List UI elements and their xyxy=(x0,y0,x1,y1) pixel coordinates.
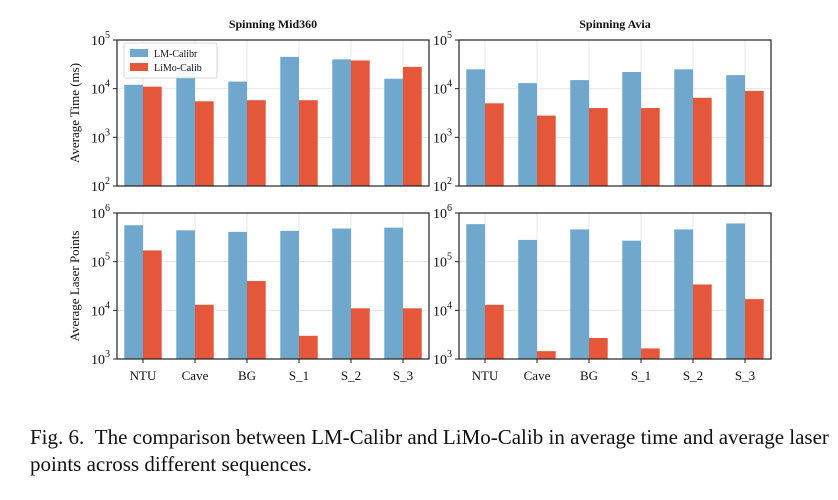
bar-limo-calib-s_2 xyxy=(693,97,712,186)
x-tick-label: BG xyxy=(238,368,256,383)
bar-lm-calibr-bg xyxy=(228,81,247,186)
bar-limo-calib-s_1 xyxy=(299,335,318,359)
y-tick-label: 103 xyxy=(433,127,452,146)
axes-frame xyxy=(458,212,772,360)
y-tick-label: 102 xyxy=(91,176,110,195)
y-tick-label: 105 xyxy=(91,30,110,49)
bar-limo-calib-s_3 xyxy=(403,308,422,359)
x-tick-label: S_1 xyxy=(289,368,309,383)
bar-limo-calib-cave xyxy=(195,304,214,359)
y-axis-label: Average Laser Points xyxy=(67,231,82,342)
bar-lm-calibr-bg xyxy=(570,80,589,186)
x-tick-label: NTU xyxy=(130,368,157,383)
caption-text: The comparison between LM-Calibr and LiM… xyxy=(30,425,829,476)
bar-limo-calib-bg xyxy=(589,338,608,359)
bar-lm-calibr-bg xyxy=(228,231,247,359)
bar-lm-calibr-bg xyxy=(570,229,589,359)
y-tick-label: 104 xyxy=(433,79,452,98)
panel-top-left: 102 103 104 105 Spinning Mid360 Average Time … xyxy=(67,17,430,195)
x-tick-label: S_2 xyxy=(341,368,361,383)
bar-lm-calibr-s_3 xyxy=(384,227,403,359)
bar-lm-calibr-s_2 xyxy=(332,59,351,187)
panel-bottom-left: 103 104 105 106 NTU Cave BG S_1 S_2 S_3 Average La… xyxy=(67,203,430,383)
legend: LM-Calibr LiMo-Calib xyxy=(123,42,218,79)
x-tick-label: NTU xyxy=(472,368,499,383)
axes-frame xyxy=(116,212,430,360)
panel-bottom-right: 103 104 105 106 NTU Cave BG S_1 S_2 S_3 xyxy=(433,203,772,383)
bar-limo-calib-s_3 xyxy=(745,299,764,359)
bar-lm-calibr-ntu xyxy=(124,225,143,359)
bar-limo-calib-bg xyxy=(589,108,608,186)
caption-prefix: Fig. 6. xyxy=(30,425,85,449)
y-tick-label: 105 xyxy=(433,30,452,49)
bar-limo-calib-s_1 xyxy=(641,348,660,359)
axes-frame xyxy=(458,39,772,187)
bar-lm-calibr-s_2 xyxy=(332,228,351,359)
bar-limo-calib-bg xyxy=(247,100,266,186)
bar-lm-calibr-s_3 xyxy=(726,75,745,186)
y-tick-label: 102 xyxy=(433,176,452,195)
bar-lm-calibr-cave xyxy=(176,230,195,359)
bar-lm-calibr-cave xyxy=(518,83,537,186)
bar-limo-calib-cave xyxy=(537,351,556,359)
y-axis-label: Average Time (ms) xyxy=(67,63,82,163)
y-tick-label: 103 xyxy=(433,349,452,368)
bar-lm-calibr-s_3 xyxy=(726,223,745,359)
panel-title: Spinning Mid360 xyxy=(229,17,317,31)
bar-limo-calib-cave xyxy=(195,101,214,186)
legend-label: LM-Calibr xyxy=(154,49,198,60)
x-tick-label: Cave xyxy=(524,368,551,383)
bar-limo-calib-ntu xyxy=(485,304,504,359)
bar-limo-calib-bg xyxy=(247,281,266,359)
bar-lm-calibr-s_3 xyxy=(384,78,403,186)
y-tick-label: 105 xyxy=(433,252,452,271)
y-tick-label: 103 xyxy=(91,349,110,368)
bar-limo-calib-s_2 xyxy=(351,60,370,186)
x-tick-label: Cave xyxy=(182,368,209,383)
figure-canvas: 102 103 104 105 Spinning Mid360 Average Time … xyxy=(67,17,772,383)
panel-title: Spinning Avia xyxy=(579,17,650,31)
bar-limo-calib-ntu xyxy=(143,86,162,186)
bar-limo-calib-s_2 xyxy=(693,284,712,359)
y-tick-label: 106 xyxy=(91,203,110,222)
x-tick-label: S_3 xyxy=(393,368,413,383)
y-tick-label: 104 xyxy=(91,79,110,98)
bar-limo-calib-ntu xyxy=(485,103,504,186)
x-tick-label: BG xyxy=(580,368,598,383)
y-tick-label: 103 xyxy=(91,127,110,146)
bar-limo-calib-s_2 xyxy=(351,308,370,359)
bar-limo-calib-s_1 xyxy=(641,108,660,186)
bar-lm-calibr-s_1 xyxy=(622,240,641,359)
bar-lm-calibr-ntu xyxy=(466,69,485,186)
x-tick-label: S_3 xyxy=(735,368,755,383)
bar-lm-calibr-s_2 xyxy=(674,69,693,186)
x-tick-label: S_1 xyxy=(631,368,651,383)
bar-limo-calib-ntu xyxy=(143,250,162,359)
y-tick-label: 105 xyxy=(91,252,110,271)
axes-frame xyxy=(116,39,430,187)
legend-label: LiMo-Calib xyxy=(154,63,202,74)
bar-lm-calibr-ntu xyxy=(124,84,143,186)
legend-swatch xyxy=(130,49,148,57)
legend-swatch xyxy=(130,63,148,71)
bar-limo-calib-cave xyxy=(537,115,556,186)
panel-top-right: 102 103 104 105 Spinning Avia xyxy=(433,17,772,195)
bar-limo-calib-s_3 xyxy=(745,90,764,186)
y-tick-label: 104 xyxy=(433,300,452,319)
bar-lm-calibr-s_1 xyxy=(280,56,299,187)
bar-lm-calibr-s_1 xyxy=(622,72,641,186)
bar-lm-calibr-ntu xyxy=(466,224,485,359)
y-tick-label: 104 xyxy=(91,300,110,319)
figure-caption: Fig. 6. The comparison between LM-Calibr… xyxy=(30,424,830,478)
x-tick-label: S_2 xyxy=(683,368,703,383)
bar-limo-calib-s_3 xyxy=(403,66,422,186)
bar-lm-calibr-s_2 xyxy=(674,229,693,359)
y-tick-label: 106 xyxy=(433,203,452,222)
bar-lm-calibr-cave xyxy=(518,239,537,359)
bar-lm-calibr-s_1 xyxy=(280,230,299,359)
bar-limo-calib-s_1 xyxy=(299,100,318,186)
bar-lm-calibr-cave xyxy=(176,66,195,186)
